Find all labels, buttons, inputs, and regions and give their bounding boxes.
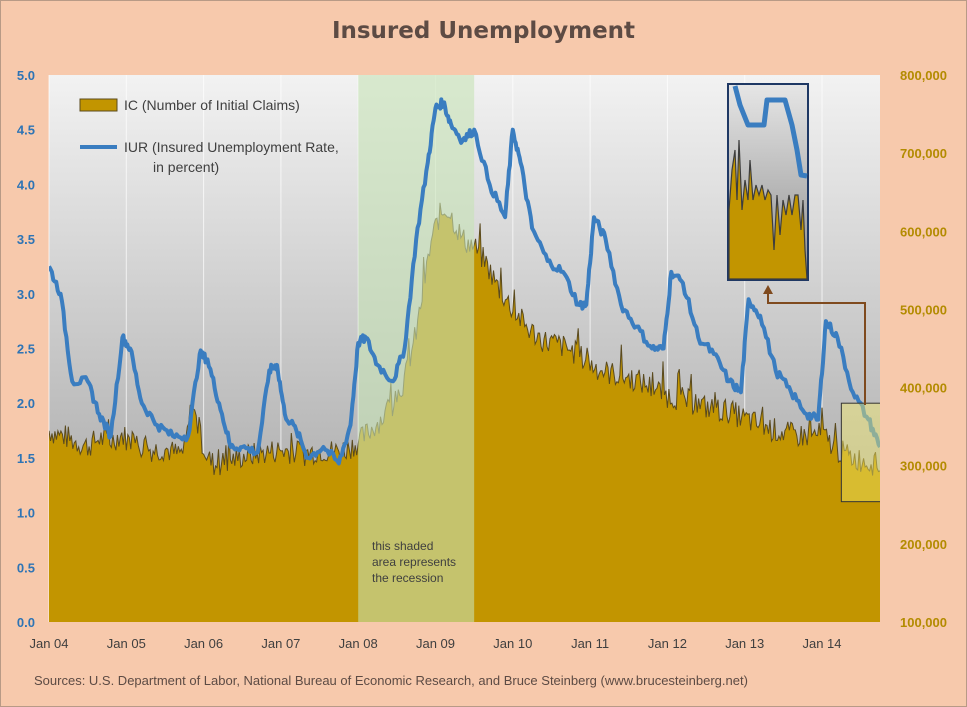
legend-ic-label: IC (Number of Initial Claims): [124, 97, 300, 113]
left-tick-label: 2.0: [17, 396, 35, 411]
left-tick-label: 0.5: [17, 560, 35, 575]
x-tick-label: Jan 10: [493, 636, 532, 651]
right-tick-label: 600,000: [900, 224, 947, 239]
left-tick-label: 3.5: [17, 232, 35, 247]
right-tick-label: 100,000: [900, 615, 947, 630]
right-tick-label: 400,000: [900, 381, 947, 396]
right-tick-label: 300,000: [900, 459, 947, 474]
iur-line: [49, 97, 880, 466]
right-tick-label: 800,000: [900, 68, 947, 83]
right-axis: 100,000 200,000 300,000 400,000 500,000 600,0…: [900, 68, 947, 630]
highlight-box: [840, 402, 880, 503]
x-tick-label: Jan 06: [184, 636, 223, 651]
legend-iur-label-1: IUR (Insured Unemployment Rate,: [124, 139, 339, 155]
recession-note-3: the recession: [372, 571, 443, 585]
right-tick-label: 500,000: [900, 302, 947, 317]
x-tick-label: Jan 09: [416, 636, 455, 651]
left-tick-label: 1.5: [17, 451, 35, 466]
legend-iur-label-2: in percent): [153, 159, 219, 175]
x-tick-label: Jan 12: [648, 636, 687, 651]
right-tick-label: 700,000: [900, 146, 947, 161]
x-tick-label: Jan 05: [107, 636, 146, 651]
recession-note-1: this shaded: [372, 539, 433, 553]
inset-ic-area: [728, 139, 808, 280]
inset-iur-line: [732, 85, 808, 179]
x-axis: Jan 04 Jan 05 Jan 06 Jan 07 Jan 08 Jan 09 Jan …: [29, 636, 841, 651]
zoom-inset: [727, 83, 809, 281]
legend: IC (Number of Initial Claims) IUR (Insur…: [79, 97, 339, 175]
x-tick-label: Jan 14: [802, 636, 841, 651]
left-tick-label: 4.0: [17, 177, 35, 192]
inset-connector-arrow: [763, 285, 866, 405]
recession-note: this shaded area represents the recessio…: [372, 539, 456, 585]
left-tick-label: 5.0: [17, 68, 35, 83]
left-tick-label: 2.5: [17, 342, 35, 357]
recession-note-2: area represents: [372, 555, 456, 569]
sources-note: Sources: U.S. Department of Labor, Natio…: [34, 673, 748, 688]
left-axis: 0.0 0.5 1.0 1.5 2.0 2.5 3.0 3.5 4.0 4.5 5.0: [17, 68, 35, 630]
left-tick-label: 1.0: [17, 506, 35, 521]
recession-band: [358, 75, 475, 622]
x-tick-label: Jan 11: [571, 636, 609, 651]
right-tick-label: 200,000: [900, 537, 947, 552]
x-tick-label: Jan 08: [339, 636, 378, 651]
left-tick-label: 4.5: [17, 123, 35, 138]
x-tick-label: Jan 07: [261, 636, 300, 651]
x-tick-label: Jan 04: [29, 636, 68, 651]
legend-ic-swatch: [79, 98, 118, 112]
left-tick-label: 0.0: [17, 615, 35, 630]
left-tick-label: 3.0: [17, 287, 35, 302]
chart-title: Insured Unemployment: [331, 18, 636, 44]
x-tick-label: Jan 13: [725, 636, 764, 651]
